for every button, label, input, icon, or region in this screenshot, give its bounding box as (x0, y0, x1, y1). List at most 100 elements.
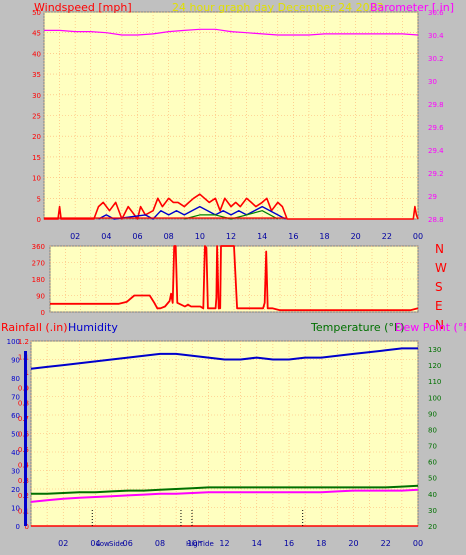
humidity-tick-label: 0 (16, 523, 20, 531)
rainfall-tick-label: 0.2 (18, 492, 29, 500)
windspeed-line (44, 193, 419, 220)
time-tick-label: 22 (382, 232, 392, 241)
chart-series (30, 28, 419, 527)
humidity-tick-label: 50 (11, 431, 20, 439)
time-tick-label: 12 (219, 539, 229, 548)
windspeed-tick-label: 20 (32, 133, 41, 141)
humidity-line (30, 347, 418, 370)
temperature-tick-label: 70 (428, 443, 437, 451)
temperature-tick-label: 30 (428, 507, 437, 515)
temperature-tick-label: 50 (428, 475, 437, 483)
time-tick-label: 22 (381, 539, 391, 548)
high-tide-label-high: High (186, 540, 202, 548)
compass-n-bottom: N (435, 318, 444, 332)
humidity-axis-bar (24, 351, 27, 526)
temperature-tick-label: 110 (428, 378, 441, 386)
direction-tick-label: 90 (36, 293, 45, 301)
humidity-tick-label: 60 (11, 412, 20, 420)
humidity-tick-label: 70 (11, 394, 20, 402)
humidity-axis-label: Humidity (68, 321, 118, 334)
rainfall-tick-label: 0.4 (18, 461, 30, 469)
wind-green-line (184, 210, 279, 220)
time-tick-label: 10 (187, 539, 197, 548)
time-tick-label: 04 (90, 539, 100, 548)
windspeed-tick-label: 10 (32, 175, 41, 183)
windspeed-tick-label: 40 (32, 50, 41, 58)
rainfall-tick-label: 0.9 (18, 384, 29, 392)
rainfall-tick-label: 1.2 (18, 338, 29, 346)
temperature-tick-label: 120 (428, 362, 441, 370)
windspeed-tick-label: 50 (32, 9, 41, 17)
barometer-tick-label: 30.6 (428, 9, 444, 17)
rainfall-tick-label: 1.1 (18, 353, 29, 361)
windspeed-tick-label: 30 (32, 92, 41, 100)
temperature-line (31, 484, 419, 495)
rainfall-tick-label: 0.8 (18, 400, 29, 408)
barometer-tick-label: 29.4 (428, 147, 444, 155)
rainfall-axis-label: Rainfall (.in) (1, 321, 68, 334)
time-tick-label: 18 (319, 232, 329, 241)
wind-direction-line (50, 245, 419, 312)
temperature-tick-label: 90 (428, 410, 437, 418)
barometer-line (44, 28, 419, 36)
rainfall-tick-label: 0.7 (18, 415, 29, 423)
chart-backgrounds (30, 11, 419, 527)
direction-tick-label: 0 (41, 309, 45, 317)
low-tide-label-side: Side (109, 540, 124, 548)
temperature-tick-label: 100 (428, 394, 441, 402)
time-tick-label: 20 (351, 232, 361, 241)
barometer-tick-label: 29 (428, 193, 437, 201)
time-tick-label: 18 (316, 539, 326, 548)
time-tick-label: 14 (252, 539, 262, 548)
temperature-tick-label: 20 (428, 523, 437, 531)
time-tick-label: 08 (164, 232, 174, 241)
high-tide-label-tide: Tide (198, 540, 214, 548)
humidity-tick-label: 10 (11, 505, 20, 513)
rainfall-tick-label: 0.1 (18, 508, 29, 516)
time-tick-label: 12 (226, 232, 236, 241)
humidity-tick-label: 20 (11, 486, 20, 494)
rainfall-tick-label: 0.3 (18, 477, 29, 485)
time-tick-label: 02 (58, 539, 68, 548)
windspeed-axis-label: Windspeed [mph] (34, 1, 132, 14)
barometer-tick-label: 29.8 (428, 101, 444, 109)
barometer-tick-label: 30.4 (428, 32, 444, 40)
temperature-tick-label: 80 (428, 426, 437, 434)
windspeed-tick-label: 0 (37, 216, 41, 224)
direction-tick-label: 360 (32, 243, 45, 251)
time-tick-label: 14 (257, 232, 267, 241)
humidity-tick-label: 40 (11, 449, 20, 457)
windspeed-tick-label: 45 (32, 30, 41, 38)
time-tick-label: 06 (132, 232, 142, 241)
rainfall-tick-label: 0.6 (18, 431, 30, 439)
time-tick-label: 00 (413, 232, 423, 241)
time-tick-label: 06 (123, 539, 133, 548)
humidity-tick-label: 100 (7, 338, 20, 346)
compass-s: S (435, 280, 443, 294)
dewpoint-axis-label: Dew Point (°F) (395, 321, 466, 334)
time-tick-label: 16 (288, 232, 298, 241)
time-tick-label: 20 (348, 539, 358, 548)
rainfall-tick-label: 0.5 (18, 446, 29, 454)
time-tick-label: 08 (155, 539, 165, 548)
barometer-tick-label: 29.2 (428, 170, 444, 178)
windspeed-tick-label: 15 (32, 154, 41, 162)
time-tick-label: 10 (195, 232, 205, 241)
dewpoint-line (30, 488, 419, 503)
temperature-tick-label: 40 (428, 491, 437, 499)
direction-tick-label: 270 (32, 260, 45, 268)
windspeed-tick-label: 5 (37, 195, 41, 203)
temperature-tick-label: 130 (428, 346, 441, 354)
humidity-tick-label: 80 (11, 375, 20, 383)
compass-e: E (435, 299, 443, 313)
barometer-tick-label: 30.2 (428, 55, 444, 63)
time-tick-label: 16 (284, 539, 294, 548)
wind-blue-line (98, 205, 286, 220)
windspeed-tick-label: 35 (32, 71, 41, 79)
temperature-tick-label: 60 (428, 459, 437, 467)
barometer-tick-label: 28.8 (428, 216, 444, 224)
humidity-tick-label: 30 (11, 468, 20, 476)
